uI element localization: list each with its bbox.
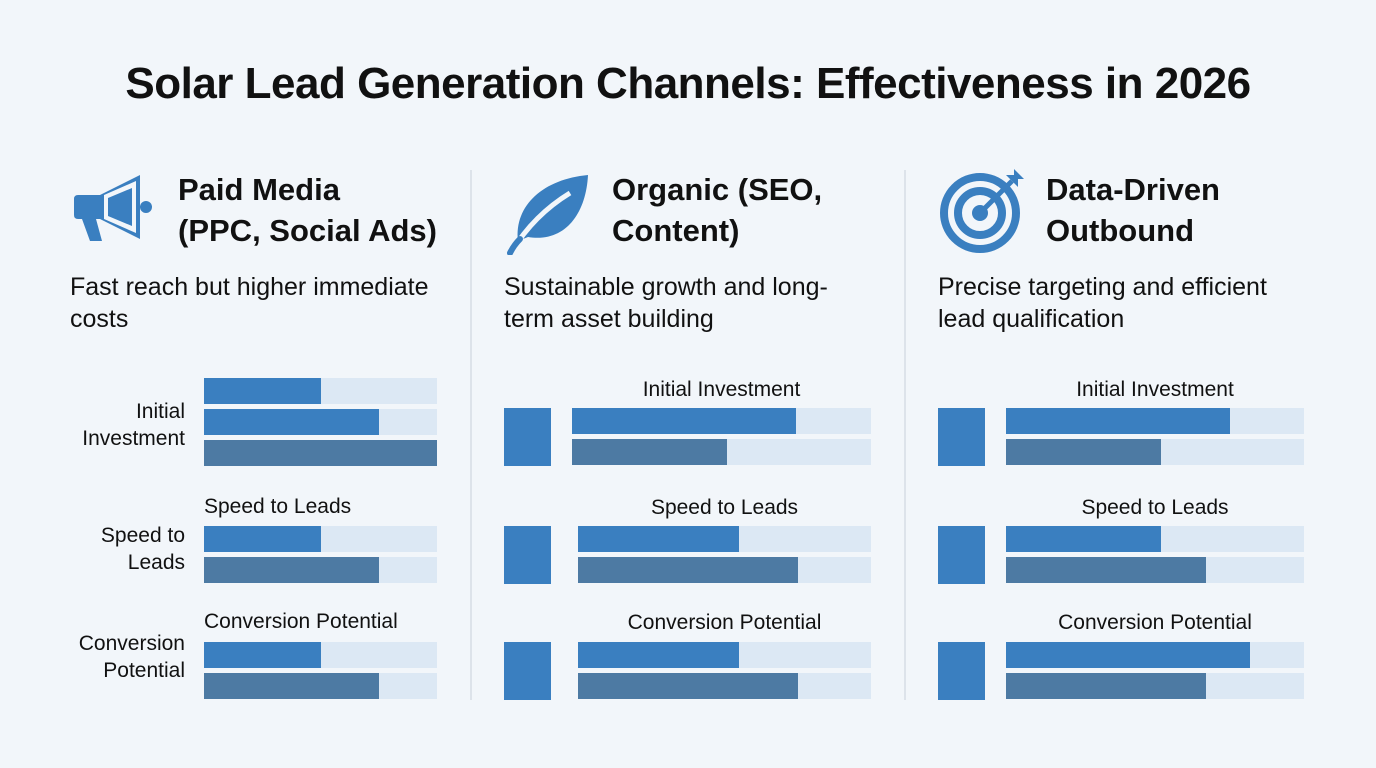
panel-description: Sustainable growth and long-term asset b… (504, 273, 828, 333)
bar-fill (204, 409, 379, 435)
bar-fill (204, 642, 321, 668)
metric-side-label: Initial Investment (82, 400, 185, 450)
panel-title-line: Organic (SEO, (612, 172, 823, 207)
bar-fill (572, 439, 728, 465)
panel-header: Paid Media (PPC, Social Ads) (70, 165, 437, 255)
bar-track (578, 526, 871, 552)
channel-panel: Paid Media (PPC, Social Ads) Fast reach bu… (70, 165, 500, 705)
metric-marker-block (504, 526, 551, 584)
bar-fill (1006, 557, 1206, 583)
bar-track (204, 673, 437, 699)
bar-track (1006, 673, 1304, 699)
column-divider (470, 170, 472, 700)
leaf-icon (504, 165, 594, 256)
metric-marker-block (938, 408, 985, 466)
bar-fill (1006, 526, 1161, 552)
bar-track (578, 557, 871, 583)
metric-label: Initial Investment (1076, 378, 1234, 401)
column-divider (904, 170, 906, 700)
metric-side-label: Conversion Potential (78, 632, 185, 682)
metric-label: Conversion Potential (1058, 611, 1252, 634)
bar-fill (1006, 673, 1206, 699)
panel-title-line: Paid Media (178, 172, 340, 207)
bar-fill (1006, 408, 1230, 434)
panel-title-line: (PPC, Social Ads) (178, 213, 437, 248)
bar-fill (204, 673, 379, 699)
panel-description: Fast reach but higher immediate costs (70, 273, 429, 333)
metric-label: Speed to Leads (650, 496, 799, 519)
panel-title-line: Data-Driven (1046, 172, 1220, 207)
bar-fill (1006, 439, 1161, 465)
bar-fill (578, 642, 740, 668)
panel-description: Precise targeting and efficient lead qua… (938, 273, 1267, 333)
bar-track (204, 642, 437, 668)
panel-title-line: Content) (612, 213, 740, 248)
metric-label: Conversion Potential (627, 611, 822, 634)
bar-track (204, 378, 437, 404)
metric-label: Speed to Leads (204, 495, 352, 518)
bar-fill (578, 557, 798, 583)
metric-marker-block (938, 526, 985, 584)
panel-header: Organic (SEO, Content) (504, 165, 822, 256)
bar-track (572, 439, 871, 465)
channel-panel: Organic (SEO, Content) Sustainable growth … (504, 165, 934, 705)
bar-fill (578, 526, 740, 552)
bar-track (1006, 439, 1304, 465)
panel-title-line: Outbound (1046, 213, 1195, 248)
bar-fill (204, 557, 379, 583)
metric-marker-block (504, 408, 551, 466)
bar-track (578, 673, 871, 699)
metric-marker-block (938, 642, 985, 700)
metric-marker-block (504, 642, 551, 700)
metric-label: Conversion Potential (204, 610, 398, 633)
bar-fill (204, 378, 321, 404)
bar-fill (204, 440, 437, 466)
bar-track (572, 408, 871, 434)
bar-fill (578, 673, 798, 699)
bar-fill (572, 408, 797, 434)
bar-track (1006, 408, 1304, 434)
bar-fill (1006, 642, 1251, 668)
bar-track (1006, 557, 1304, 583)
metric-side-label: Speed to Leads (100, 524, 185, 574)
bar-track (204, 557, 437, 583)
channel-panel: Data-Driven Outbound Precise targeting and… (938, 165, 1368, 705)
bar-track (204, 409, 437, 435)
panel-header: Data-Driven Outbound (938, 165, 1220, 255)
bar-fill (204, 526, 321, 552)
metric-label: Initial Investment (642, 378, 801, 401)
metric-label: Speed to Leads (1081, 496, 1229, 519)
bar-track (578, 642, 871, 668)
bar-track (1006, 642, 1304, 668)
panel-title: Organic (SEO, Content) (612, 169, 822, 251)
page-title: Solar Lead Generation Channels: Effectiv… (125, 59, 1251, 108)
megaphone-icon (70, 165, 160, 255)
panel-title: Data-Driven Outbound (1046, 169, 1220, 251)
target-icon (938, 165, 1028, 255)
panel-title: Paid Media (PPC, Social Ads) (178, 169, 437, 251)
bar-track (204, 440, 437, 466)
bar-track (1006, 526, 1304, 552)
bar-track (204, 526, 437, 552)
